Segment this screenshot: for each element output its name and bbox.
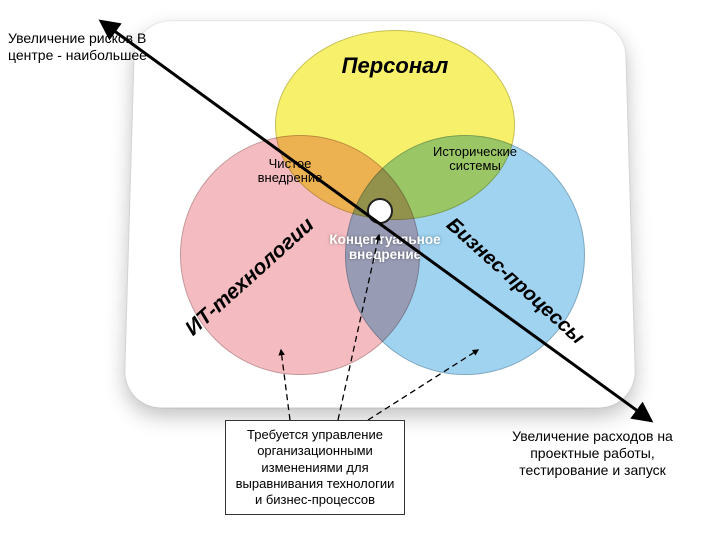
diagram-root: Персонал ИТ-технологии Бизнес-процессы Ч… xyxy=(0,0,714,549)
label-intersect-top-left: Чистое внедрение xyxy=(245,157,335,186)
label-personnel: Персонал xyxy=(290,53,500,79)
annotation-risk: Увеличение рисков В центре - наибольшее xyxy=(8,30,178,64)
callout-org-change: Требуется управление организационными из… xyxy=(225,420,405,515)
label-intersect-top-right: Исторические системы xyxy=(420,145,530,174)
label-intersect-center: Концептуальное внедрение xyxy=(305,233,465,263)
annotation-cost: Увеличение расходов на проектные работы,… xyxy=(490,428,695,478)
center-marker xyxy=(367,198,393,224)
